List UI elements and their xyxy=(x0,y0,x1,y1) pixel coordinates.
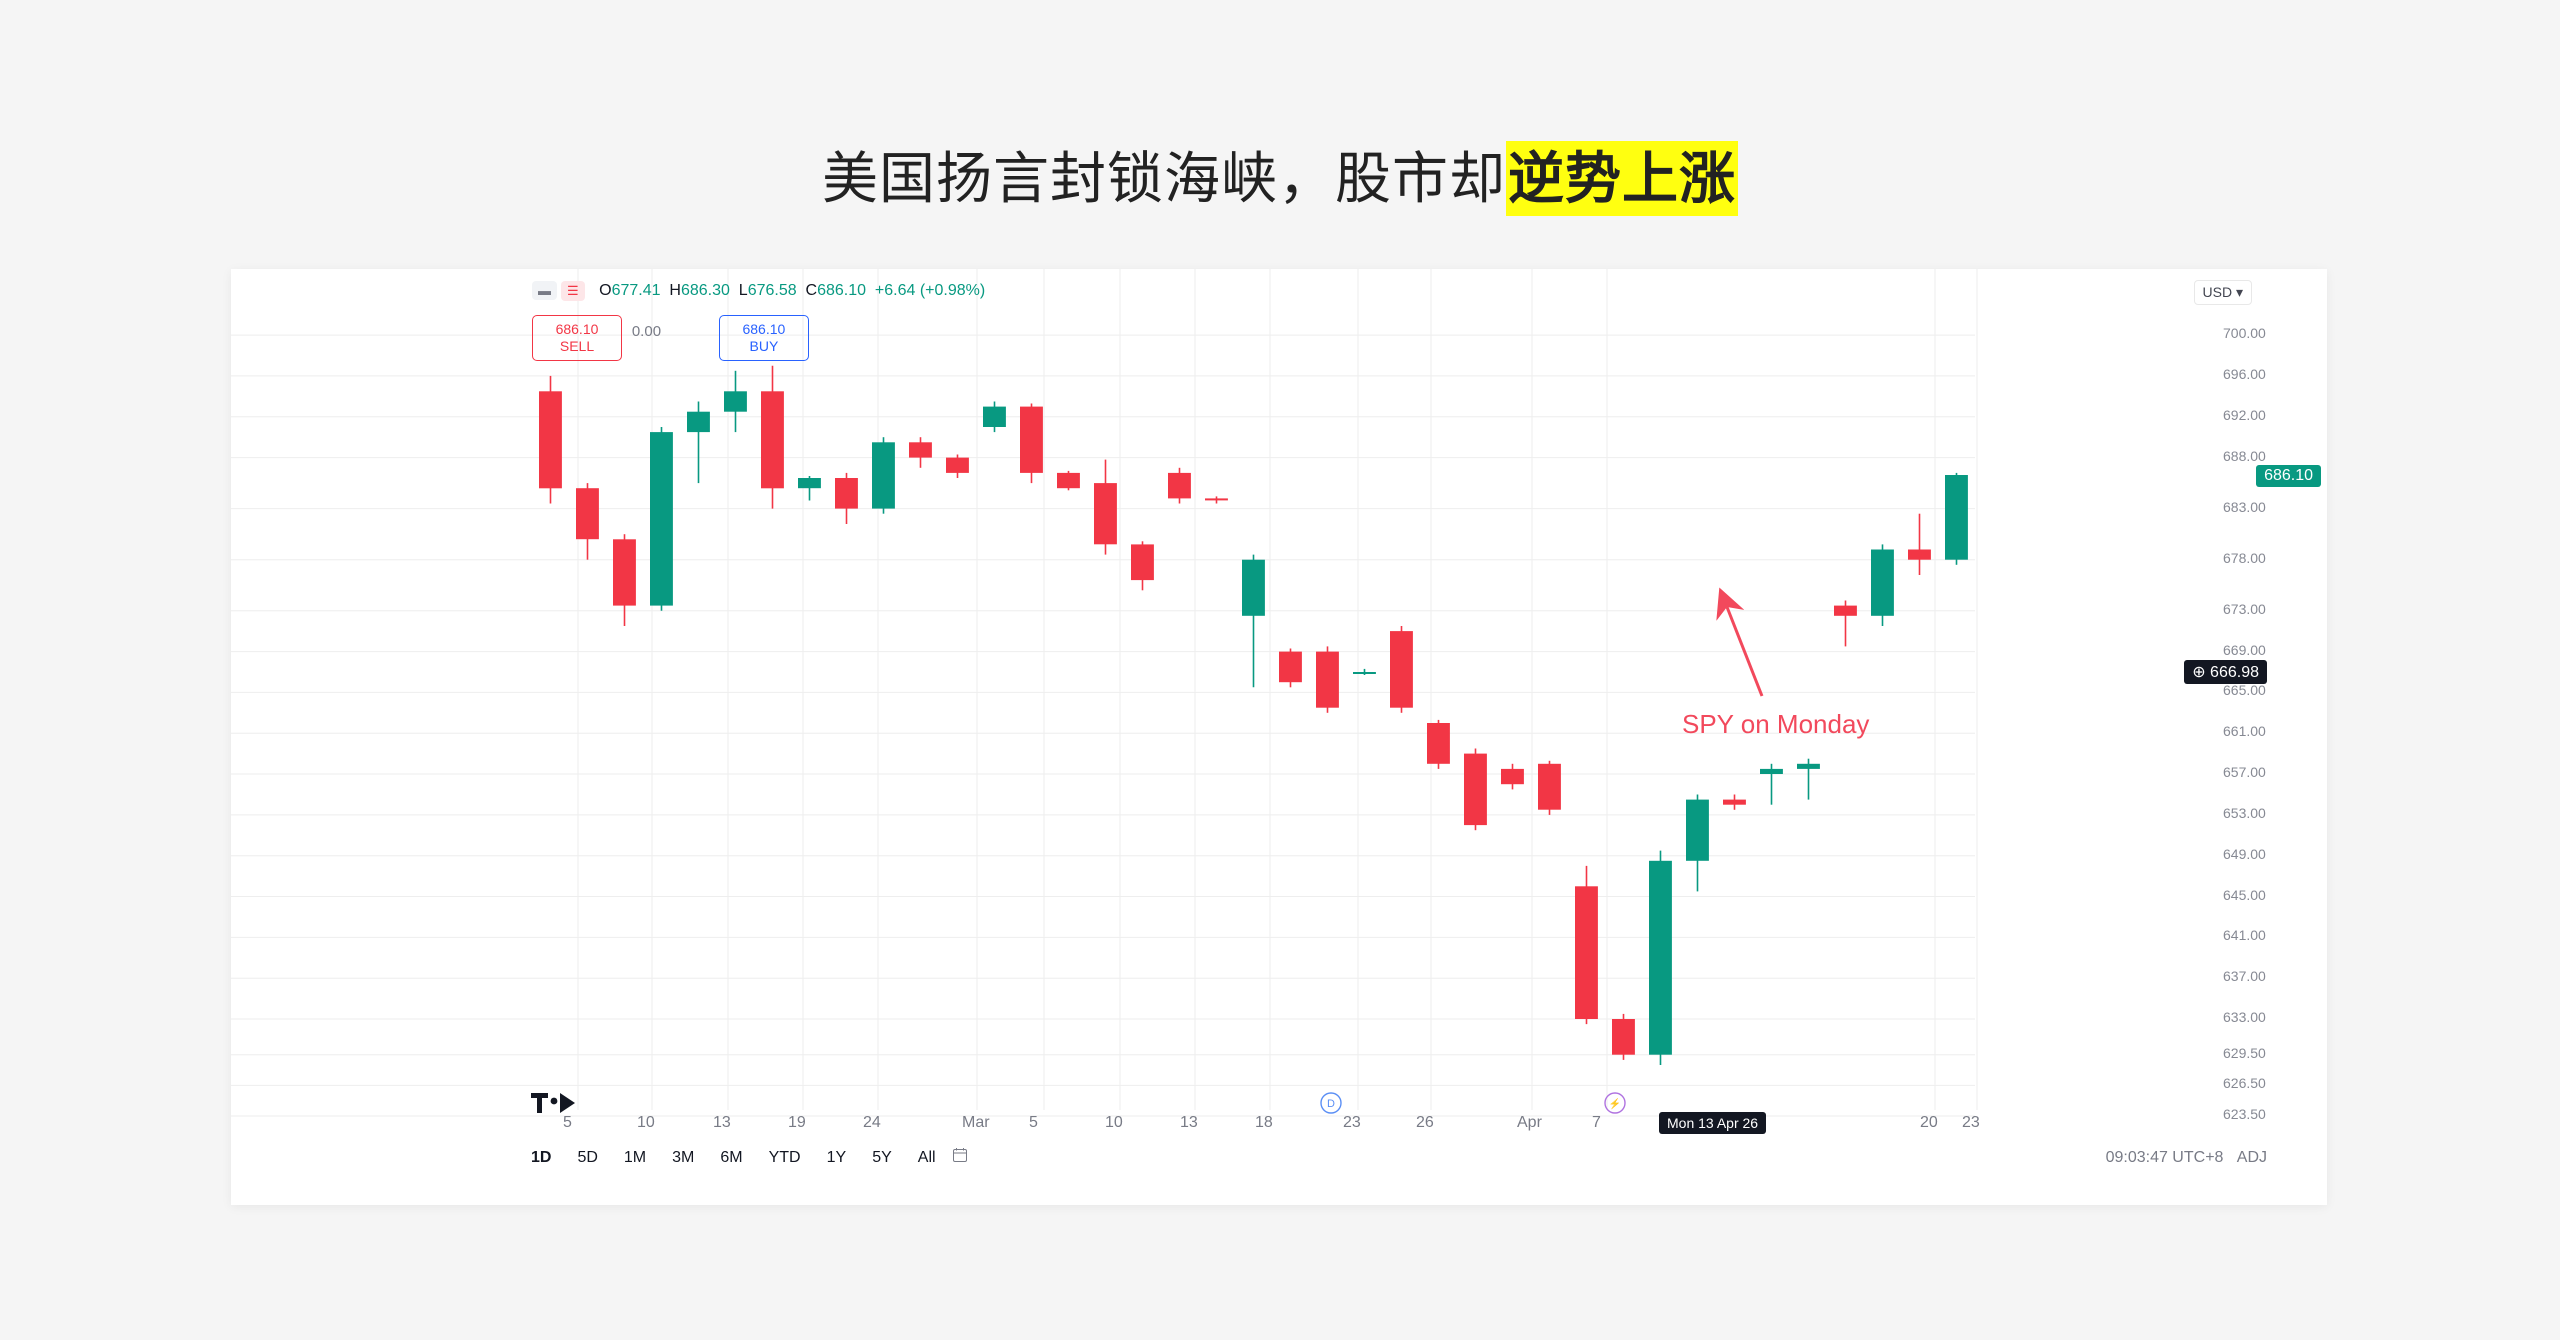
svg-text:D: D xyxy=(1327,1098,1335,1110)
svg-text:⚡: ⚡ xyxy=(1609,1097,1621,1110)
